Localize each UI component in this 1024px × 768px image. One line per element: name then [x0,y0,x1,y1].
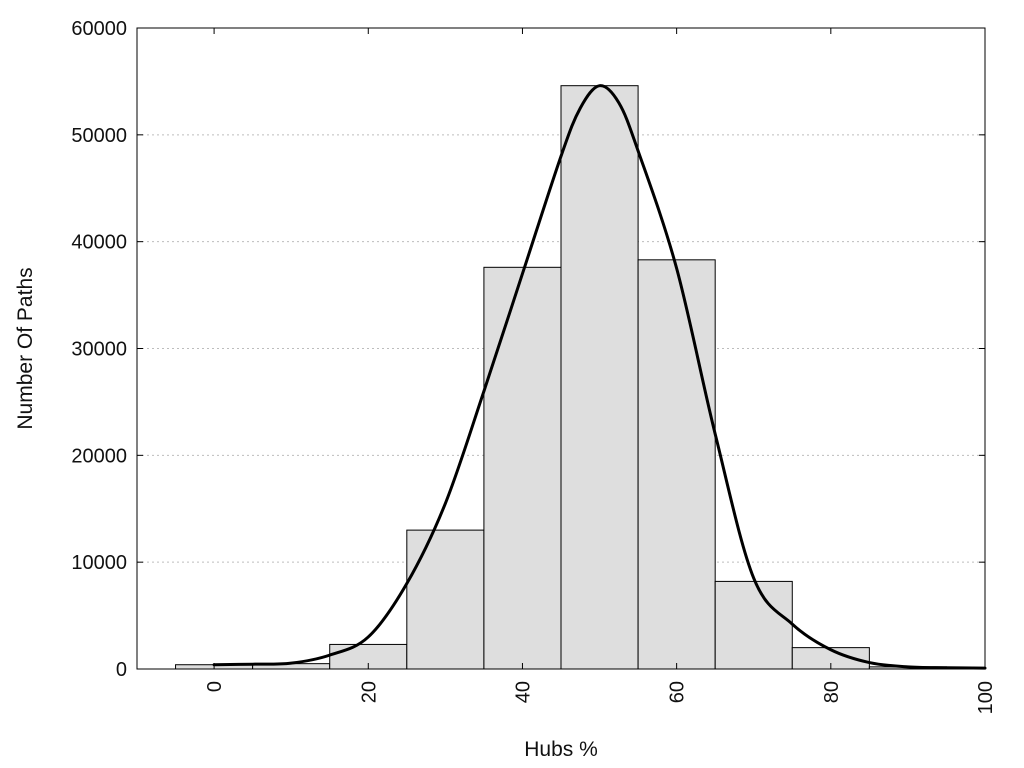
y-tick-label: 0 [116,659,127,681]
x-tick-label: 0 [204,681,226,692]
histogram-bar [483,266,562,670]
y-axis-label: Number Of Paths [14,267,37,429]
x-tick-label: 20 [358,681,380,703]
x-tick-label: 80 [821,681,843,703]
grid-lines [137,134,985,563]
y-tick-label: 30000 [71,339,127,361]
x-tick-label: 40 [512,681,534,703]
histogram-bar [406,529,485,670]
y-tick-label: 20000 [71,445,127,467]
y-tick-label: 40000 [71,232,127,254]
y-tick-label: 60000 [71,18,127,40]
histogram-bar [714,580,793,670]
y-axis-ticks: 0 10000 20000 30000 40000 50000 60000 [71,18,985,681]
x-tick-label: 100 [975,681,997,714]
histogram-bar [560,85,639,670]
bars [175,85,947,670]
histogram-bar [637,259,716,670]
density-curve [212,84,987,670]
y-tick-label: 50000 [71,125,127,147]
x-tick-label: 60 [667,681,689,703]
x-axis-label: Hubs % [524,738,598,761]
y-tick-label: 10000 [71,552,127,574]
x-axis-ticks: 0 20 40 60 80 100 [204,28,997,714]
